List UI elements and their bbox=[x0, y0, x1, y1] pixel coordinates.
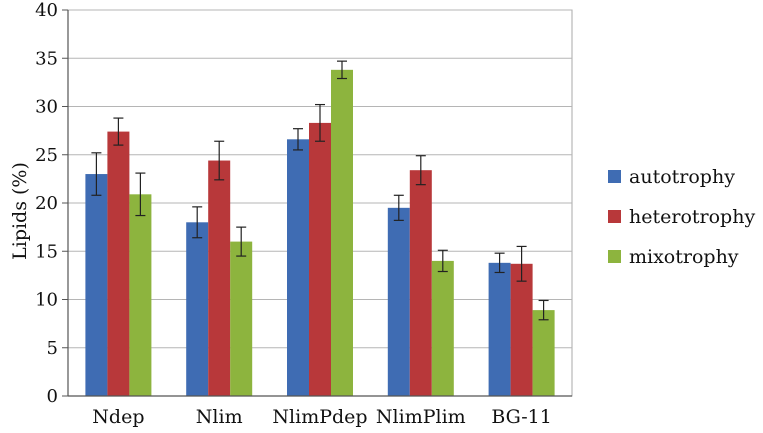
y-tick-label: 30 bbox=[35, 97, 58, 118]
bar-heterotrophy-BG-11 bbox=[510, 263, 533, 396]
y-tick-label: 25 bbox=[35, 145, 58, 166]
bar-autotrophy-Nlim bbox=[186, 222, 209, 396]
bar-mixotrophy-BG-11 bbox=[532, 310, 555, 396]
bars bbox=[85, 69, 555, 396]
x-category-label: Ndep bbox=[92, 406, 144, 428]
bar-heterotrophy-Nlim bbox=[208, 160, 231, 396]
x-category-labels: Ndep Nlim NlimPdep NlimPlim BG-11 bbox=[92, 406, 552, 428]
bar-autotrophy-BG-11 bbox=[488, 262, 511, 396]
y-tick-label: 0 bbox=[47, 386, 58, 407]
y-tick-label: 40 bbox=[35, 0, 58, 21]
y-tick-label: 15 bbox=[35, 241, 58, 262]
bar-mixotrophy-NlimPlim bbox=[431, 260, 454, 396]
legend-label-heterotrophy: heterotrophy bbox=[629, 206, 755, 228]
bar-mixotrophy-Nlim bbox=[230, 241, 253, 396]
x-category-label: BG-11 bbox=[491, 406, 551, 428]
bar-heterotrophy-Ndep bbox=[107, 131, 130, 396]
bar-mixotrophy-Ndep bbox=[129, 194, 152, 396]
legend-swatch-heterotrophy bbox=[608, 210, 621, 223]
bar-autotrophy-NlimPlim bbox=[387, 207, 410, 396]
x-category-label: Nlim bbox=[196, 406, 243, 428]
legend-swatch-mixotrophy bbox=[608, 250, 621, 263]
bar-autotrophy-NlimPdep bbox=[287, 139, 309, 396]
y-tick-label: 20 bbox=[35, 193, 58, 214]
legend: autotrophy heterotrophy mixotrophy bbox=[608, 166, 755, 268]
bar-heterotrophy-NlimPdep bbox=[309, 122, 331, 396]
bar-heterotrophy-NlimPlim bbox=[409, 170, 432, 396]
bar-mixotrophy-NlimPdep bbox=[331, 69, 353, 396]
x-category-label: NlimPdep bbox=[272, 406, 367, 428]
legend-swatch-autotrophy bbox=[608, 170, 621, 183]
y-tick-label: 5 bbox=[47, 338, 58, 359]
y-tick-label: 35 bbox=[35, 48, 58, 69]
legend-label-autotrophy: autotrophy bbox=[629, 166, 735, 188]
y-axis-title: Lipids (%) bbox=[9, 162, 31, 260]
error-bars bbox=[91, 60, 549, 321]
x-category-label: NlimPlim bbox=[376, 406, 466, 428]
bar-autotrophy-Ndep bbox=[85, 174, 108, 396]
legend-label-mixotrophy: mixotrophy bbox=[629, 246, 739, 268]
y-tick-label: 10 bbox=[35, 290, 58, 311]
y-tick-labels: 0 5 10 15 20 25 30 35 40 bbox=[35, 0, 58, 407]
axes bbox=[67, 10, 572, 397]
